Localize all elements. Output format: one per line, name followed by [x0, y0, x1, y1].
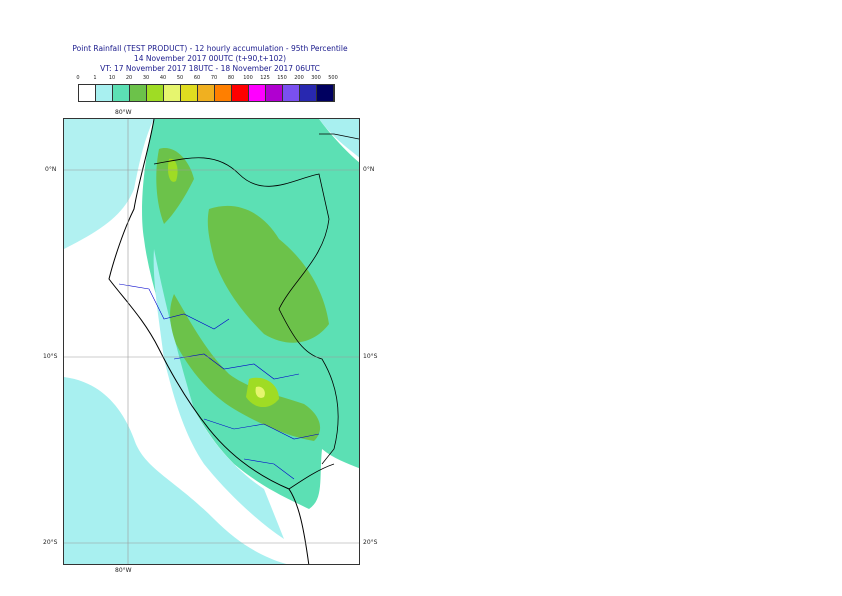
- rain-area-green-central: [207, 205, 329, 343]
- border-provinces-far-south: [243, 458, 295, 480]
- lat-label-10-left: 10°S: [43, 353, 58, 360]
- legend-swatch: [181, 85, 198, 101]
- lat-label-0-right: 0°N: [363, 166, 375, 173]
- legend-threshold-label: 1: [93, 75, 97, 81]
- rain-area-pacific-north: [64, 119, 154, 249]
- title-line-1: Point Rainfall (TEST PRODUCT) - 12 hourl…: [72, 44, 348, 53]
- legend-threshold-label: 500: [328, 75, 338, 81]
- legend-threshold-label: 30: [142, 75, 150, 81]
- legend-threshold-label: 70: [210, 75, 218, 81]
- color-legend: [78, 84, 335, 102]
- legend-threshold-label: 80: [227, 75, 235, 81]
- rain-area-northeast: [319, 119, 359, 158]
- rainfall-map-svg: [64, 119, 359, 564]
- legend-threshold-label: 10: [108, 75, 116, 81]
- lat-label-20-right: 20°S: [363, 539, 378, 546]
- rainfall-map[interactable]: [63, 118, 360, 565]
- legend-swatch: [79, 85, 96, 101]
- legend-threshold-label: 150: [277, 75, 287, 81]
- legend-swatch: [130, 85, 147, 101]
- border-coastline: [108, 119, 310, 564]
- lon-label-bottom: 80°W: [115, 567, 132, 574]
- legend-swatch: [283, 85, 300, 101]
- legend-threshold-label: 200: [294, 75, 304, 81]
- legend-threshold-label: 50: [176, 75, 184, 81]
- border-peru-brazil: [278, 218, 339, 465]
- border-provinces-north: [118, 283, 230, 330]
- rain-area-yellowgreen-north: [167, 158, 178, 182]
- legend-swatch: [198, 85, 215, 101]
- rain-area-coastal-pale: [153, 249, 284, 539]
- legend-threshold-label: 125: [260, 75, 270, 81]
- border-colombia-venezuela: [319, 133, 359, 140]
- legend-swatch: [113, 85, 130, 101]
- legend-swatch: [249, 85, 266, 101]
- rain-area-pacific-south: [64, 377, 287, 564]
- legend-swatch: [96, 85, 113, 101]
- legend-swatch: [300, 85, 317, 101]
- border-peru-bolivia: [288, 463, 335, 490]
- lat-label-20-left: 20°S: [43, 539, 58, 546]
- legend-swatch: [317, 85, 334, 101]
- legend-swatch: [147, 85, 164, 101]
- border-ecuador-colombia: [153, 157, 330, 220]
- legend-swatch: [232, 85, 249, 101]
- legend-threshold-labels: 0 1 10 20 30 40 50 60 70 80 100 125 150 200 300 500: [70, 75, 360, 85]
- lat-label-10-right: 10°S: [363, 353, 378, 360]
- lat-label-0-left: 0°N: [45, 166, 57, 173]
- legend-swatch: [164, 85, 181, 101]
- title-line-2: 14 November 2017 00UTC (t+90,t+102): [133, 54, 287, 63]
- lon-label-top: 80°W: [115, 109, 132, 116]
- legend-threshold-label: 40: [159, 75, 167, 81]
- legend-threshold-label: 300: [311, 75, 321, 81]
- legend-threshold-label: 100: [243, 75, 253, 81]
- rain-area-yellow-peak: [255, 386, 265, 398]
- legend-threshold-label: 60: [193, 75, 201, 81]
- rain-area-green-north: [156, 148, 194, 224]
- legend-swatch: [266, 85, 283, 101]
- border-provinces-central: [173, 353, 300, 380]
- legend-threshold-label: 20: [125, 75, 133, 81]
- legend-swatch: [215, 85, 232, 101]
- title-line-3: VT: 17 November 2017 18UTC - 18 November…: [100, 64, 320, 73]
- border-provinces-south: [203, 418, 320, 440]
- rain-area-green-andes: [170, 294, 321, 441]
- legend-threshold-label: 0: [76, 75, 80, 81]
